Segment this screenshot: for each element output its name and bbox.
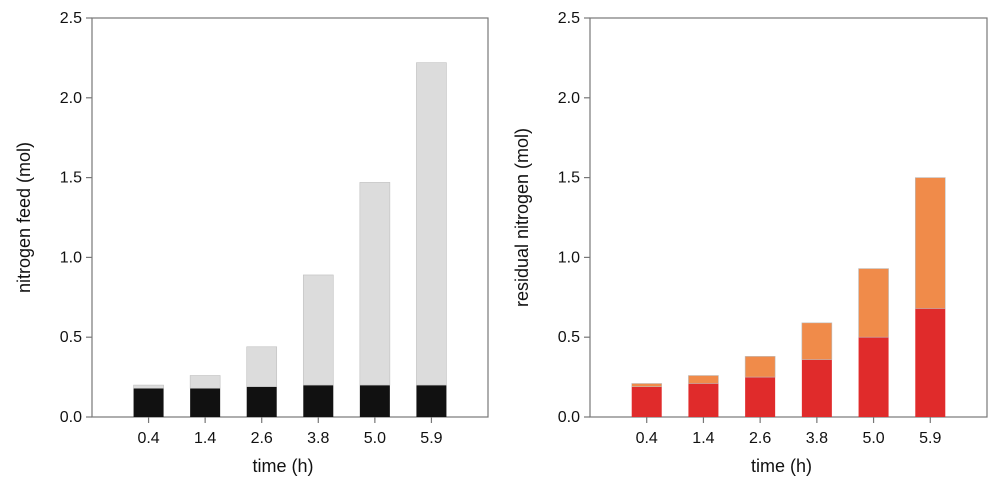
bar-segment bbox=[745, 377, 776, 417]
bar-segment bbox=[801, 322, 833, 360]
bar-segment bbox=[246, 346, 278, 387]
y-tick-label: 1.5 bbox=[558, 170, 580, 187]
bar-segment bbox=[688, 375, 719, 384]
bar-segment bbox=[914, 177, 946, 309]
plot-frame bbox=[91, 17, 489, 418]
bar-segment bbox=[416, 62, 447, 386]
bar-segment bbox=[190, 388, 221, 417]
bar-segment bbox=[359, 182, 391, 386]
bar-segment bbox=[744, 356, 776, 378]
x-tick-label: 2.6 bbox=[749, 430, 771, 447]
x-tick-label: 1.4 bbox=[692, 430, 714, 447]
bar-segment bbox=[631, 383, 663, 387]
y-tick-label: 0.0 bbox=[558, 409, 580, 426]
bar-segment bbox=[416, 385, 447, 417]
x-tick-label: 0.4 bbox=[636, 430, 658, 447]
x-tick-label: 5.0 bbox=[862, 430, 884, 447]
bar-segment bbox=[915, 308, 946, 417]
bar-segment bbox=[631, 386, 662, 417]
bar-segment bbox=[189, 375, 221, 389]
y-tick-label: 2.0 bbox=[558, 90, 580, 107]
bar-segment bbox=[303, 385, 334, 417]
x-tick-label: 2.6 bbox=[251, 430, 273, 447]
x-tick-label: 0.4 bbox=[137, 430, 159, 447]
y-tick-label: 2.5 bbox=[60, 10, 82, 27]
y-tick-label: 0.5 bbox=[558, 329, 580, 346]
x-tick-label: 5.9 bbox=[420, 430, 442, 447]
x-axis-label: time (h) bbox=[751, 456, 812, 476]
bar-segment bbox=[359, 385, 390, 417]
x-tick-label: 3.8 bbox=[806, 430, 828, 447]
x-tick-label: 5.9 bbox=[919, 430, 941, 447]
x-tick-label: 5.0 bbox=[364, 430, 386, 447]
y-tick-label: 0.5 bbox=[60, 329, 82, 346]
bar-segment bbox=[801, 359, 832, 417]
bar-segment bbox=[858, 268, 889, 338]
y-axis-label: nitrogen feed (mol) bbox=[14, 142, 34, 293]
y-tick-label: 2.5 bbox=[558, 10, 580, 27]
bar-segment bbox=[133, 388, 164, 417]
bar-segment bbox=[302, 274, 334, 386]
y-axis-label: residual nitrogen (mol) bbox=[512, 128, 532, 307]
x-tick-label: 1.4 bbox=[194, 430, 216, 447]
chart-nitrogen-feed: 0.0 0.5 1.0 1.5 2.0 2.5 0.4 1.4 2.6 3.8 5.0 5.9 time… bbox=[14, 10, 489, 476]
y-tick-label: 1.0 bbox=[558, 249, 580, 266]
y-tick-label: 1.5 bbox=[60, 170, 82, 187]
bar-segment bbox=[133, 384, 164, 389]
x-axis-label: time (h) bbox=[252, 456, 313, 476]
plot-frame bbox=[589, 17, 988, 418]
chart-residual-nitrogen: 0.0 0.5 1.0 1.5 2.0 2.5 0.4 1.4 2.6 3.8 5.0 5.9 time… bbox=[512, 10, 988, 476]
x-tick-label: 3.8 bbox=[307, 430, 329, 447]
bar-segment bbox=[858, 337, 889, 417]
y-tick-label: 2.0 bbox=[60, 90, 82, 107]
bar-segment bbox=[246, 386, 277, 417]
y-tick-label: 0.0 bbox=[60, 409, 82, 426]
bar-segment bbox=[688, 383, 719, 417]
y-tick-label: 1.0 bbox=[60, 249, 82, 266]
